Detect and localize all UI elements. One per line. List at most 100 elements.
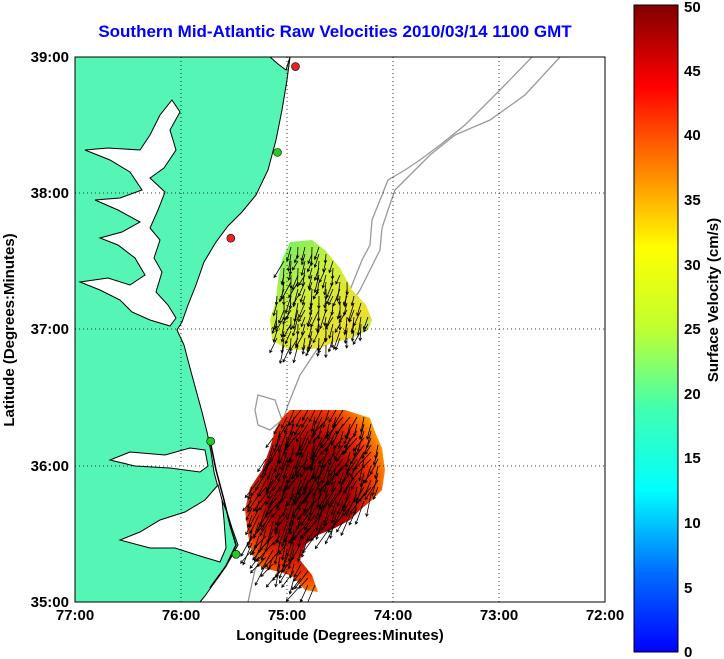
velocity-arrow: [307, 253, 313, 265]
outer-banks: [209, 439, 237, 589]
velocity-vectors: [240, 246, 379, 602]
velocity-arrow: [272, 535, 281, 546]
velocity-arrow: [281, 570, 295, 588]
velocity-arrow: [240, 549, 253, 564]
velocity-arrow: [306, 458, 316, 471]
station-marker: [273, 148, 282, 157]
velocity-arrow: [352, 437, 365, 452]
velocity-arrow: [300, 260, 306, 276]
velocity-arrow: [240, 535, 253, 557]
lat-tick: 39:00: [31, 49, 69, 66]
velocity-arrow: [346, 451, 358, 472]
velocity-arrow: [302, 472, 316, 491]
velocity-arrow: [343, 323, 348, 336]
velocity-arrow: [265, 570, 281, 588]
velocity-arrow: [361, 437, 372, 460]
velocity-arrow: [252, 493, 267, 512]
velocity-arrow: [354, 500, 365, 525]
velocity-arrow: [260, 465, 267, 479]
velocity-arrow: [292, 260, 299, 271]
velocity-arrow: [307, 316, 313, 328]
velocity-arrow: [297, 281, 306, 297]
velocity-arrow: [313, 253, 320, 268]
velocity-arrow: [289, 316, 293, 331]
velocity-arrow: [295, 416, 302, 428]
velocity-arrow: [273, 423, 281, 435]
velocity-arrow: [321, 274, 327, 289]
velocity-arrow: [342, 295, 348, 306]
velocity-arrow: [358, 423, 365, 440]
velocity-arrow: [278, 309, 285, 324]
velocity-arrow: [292, 344, 299, 364]
velocity-arrow: [324, 344, 328, 359]
velocity-arrow: [292, 486, 302, 503]
lon-tick: 75:00: [268, 607, 306, 624]
velocity-arrow: [280, 451, 288, 471]
velocity-arrow: [343, 479, 351, 495]
velocity-arrow: [345, 493, 358, 517]
velocity-arrow: [279, 570, 288, 584]
velocity-arrow: [294, 528, 302, 539]
velocity-arrow: [283, 409, 295, 434]
velocity-arrow: [328, 260, 334, 274]
velocity-arrow: [304, 514, 316, 531]
velocity-arrow: [334, 323, 341, 334]
velocity-arrow: [246, 514, 253, 529]
velocity-arrow: [298, 309, 306, 323]
velocity-arrow: [319, 430, 330, 447]
velocity-arrow: [294, 451, 302, 470]
velocity-arrow: [265, 479, 274, 491]
velocity-arrow: [364, 444, 372, 455]
velocity-arrow: [245, 507, 253, 521]
velocity-arrow: [337, 295, 342, 306]
lat-tick: 36:00: [31, 458, 69, 475]
velocity-arrow: [265, 437, 274, 449]
velocity-arrow: [291, 316, 299, 337]
velocity-arrow: [328, 444, 337, 466]
velocity-arrow: [278, 556, 288, 579]
colorbar-tick: 15: [684, 450, 701, 467]
velocity-arrow: [260, 549, 267, 561]
velocity-arrow: [323, 316, 327, 327]
colorbar-tick: 50: [684, 0, 701, 16]
velocity-arrow: [303, 500, 316, 517]
velocity-arrow: [287, 451, 295, 464]
velocity-arrow: [275, 521, 281, 534]
velocity-arrow: [349, 465, 358, 478]
velocity-arrow: [276, 493, 288, 508]
velocity-arrow: [278, 472, 288, 493]
velocity-arrow: [249, 556, 260, 569]
velocity-arrow: [350, 330, 355, 342]
chesapeake-bay: [78, 99, 181, 327]
velocity-arrow: [336, 500, 344, 516]
velocity-arrow: [249, 563, 260, 574]
velocity-arrow: [298, 274, 306, 286]
velocity-arrow: [365, 493, 372, 518]
velocity-arrow: [247, 493, 260, 513]
velocity-arrow: [328, 409, 337, 423]
velocity-arrow: [283, 323, 292, 338]
velocity-arrow: [312, 288, 320, 300]
velocity-arrow: [308, 267, 313, 280]
velocity-arrow: [330, 479, 337, 493]
velocity-arrow: [300, 444, 309, 459]
velocity-arrow: [323, 514, 330, 527]
velocity-arrow: [366, 423, 372, 440]
velocity-arrow: [335, 274, 341, 285]
velocity-arrow: [300, 465, 309, 478]
velocity-arrow: [274, 563, 281, 588]
velocity-arrow: [287, 549, 295, 570]
velocity-arrow: [287, 479, 295, 490]
station-marker: [231, 550, 241, 559]
velocity-arrow: [363, 323, 369, 333]
lat-tick: 35:00: [31, 594, 69, 611]
velocity-arrow: [242, 500, 253, 512]
velocity-arrow: [278, 288, 285, 303]
velocity-arrow: [282, 309, 292, 325]
velocity-arrow: [334, 337, 341, 351]
velocity-arrow: [289, 274, 293, 289]
velocity-arrow: [312, 330, 320, 344]
velocity-arrow: [315, 521, 323, 541]
velocity-arrow: [308, 281, 313, 292]
velocity-arrow: [244, 479, 260, 499]
